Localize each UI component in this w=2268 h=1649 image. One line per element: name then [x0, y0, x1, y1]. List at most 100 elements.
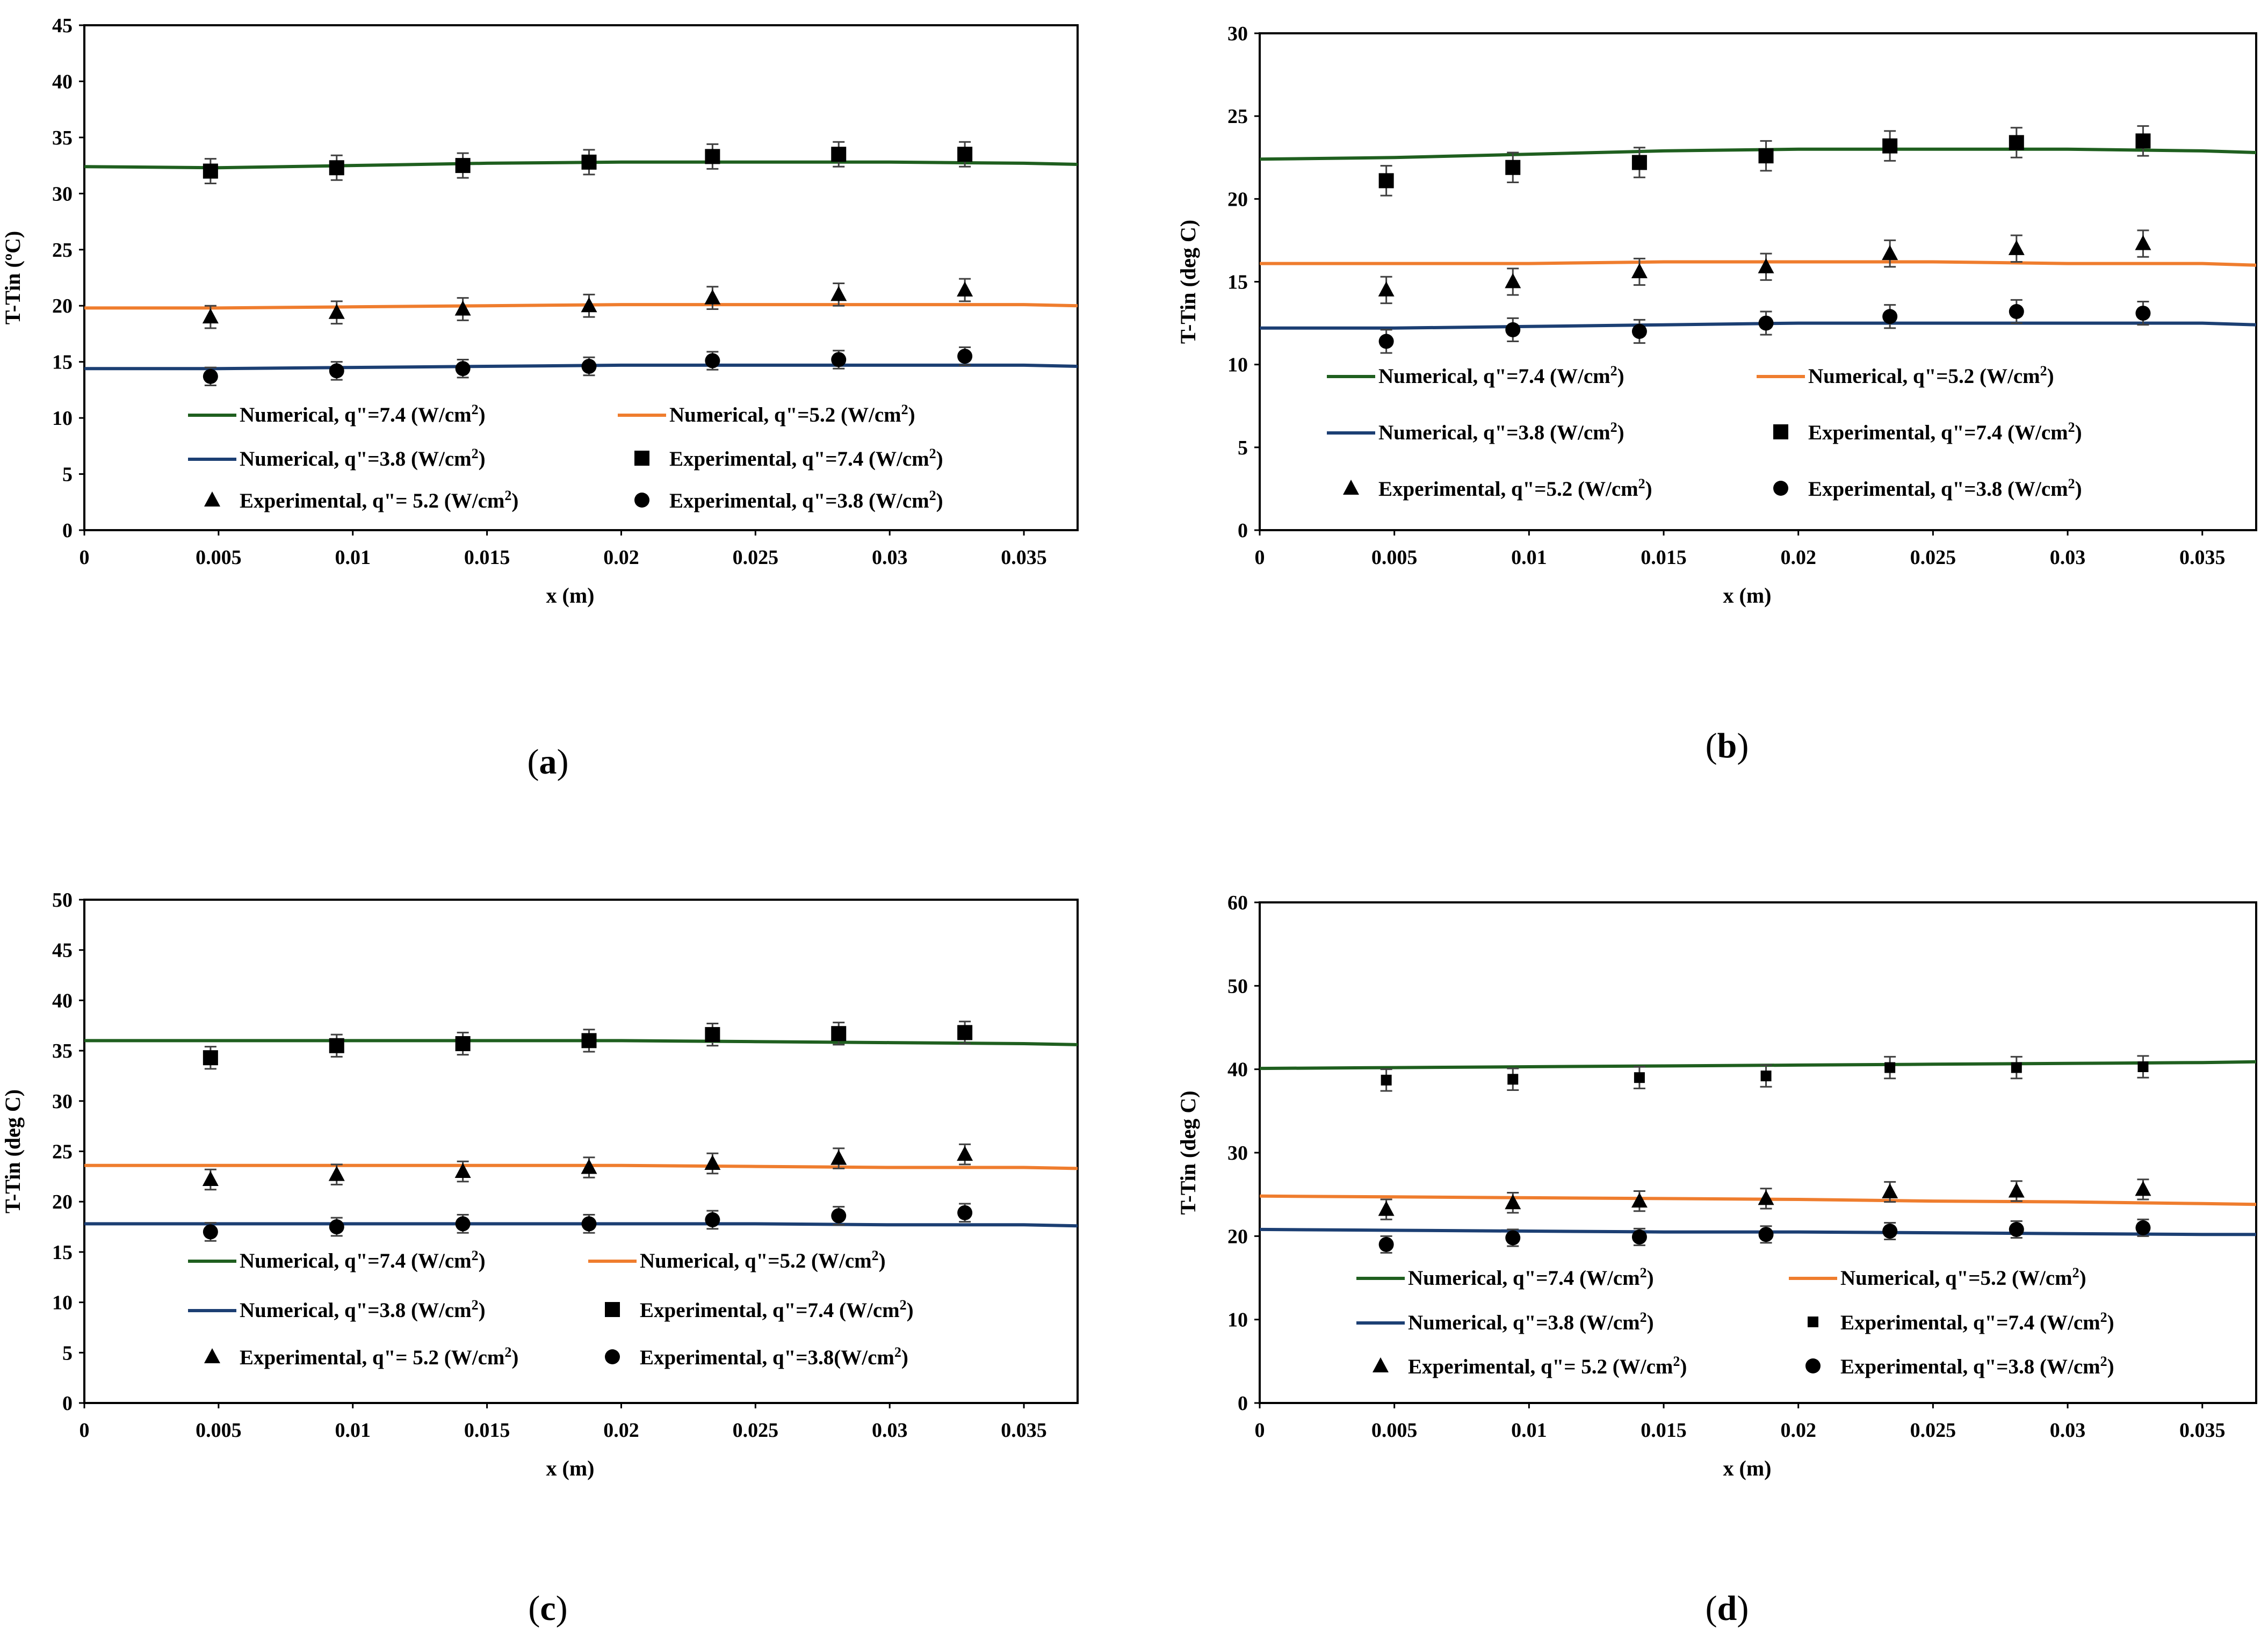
legend-label-main: Numerical, q"=3.8	[1408, 1311, 1579, 1334]
experimental-point-square-small	[1884, 1062, 1896, 1073]
legend-marker-swatch	[204, 1348, 220, 1363]
legend-label-main: Numerical, q"=7.4	[240, 403, 411, 426]
y-axis-title: T-Tin (deg C)	[1176, 1090, 1200, 1214]
legend-label-sup: 2	[1640, 1265, 1647, 1281]
x-tick-label: 0.025	[1910, 546, 1956, 569]
legend-entry: Numerical, q"=7.4 (W/cm2)	[188, 402, 486, 426]
x-tick-label: 0.01	[335, 546, 371, 569]
legend-label-sup: 2	[1610, 420, 1617, 435]
x-tick-label: 0.005	[1371, 1419, 1418, 1442]
panel-caption: (d)	[1706, 1589, 1749, 1628]
experimental-point-square	[1505, 160, 1521, 175]
experimental-point-circle	[1631, 1229, 1647, 1245]
legend-label-main: Numerical, q"=7.4	[1378, 365, 1550, 388]
legend-marker-swatch	[1773, 424, 1788, 439]
x-tick-label: 0.005	[196, 546, 242, 569]
y-tick-label: 40	[52, 70, 73, 93]
legend-entry: Numerical, q"=5.2 (W/cm2)	[588, 1248, 886, 1272]
x-tick-label: 0.025	[733, 1419, 779, 1442]
x-tick-label: 0	[1255, 546, 1265, 569]
experimental-point-square	[203, 163, 218, 179]
legend-label-unit: (W/cm	[1550, 421, 1610, 444]
x-tick-label: 0.01	[335, 1419, 371, 1442]
legend-label-close: )	[511, 1346, 518, 1369]
y-tick-label: 30	[1227, 23, 1248, 45]
x-tick-label: 0.03	[872, 1419, 908, 1442]
legend-marker-swatch	[605, 1302, 620, 1317]
legend-label: Numerical, q"=5.2 (W/cm2)	[669, 402, 915, 427]
legend-label-unit: (W/cm	[2040, 1355, 2100, 1378]
y-tick-label: 10	[52, 1292, 73, 1314]
legend-label-main: Experimental, q"=7.4	[640, 1299, 839, 1322]
legend-label-unit: (W/cm	[1579, 1267, 1640, 1290]
legend-label-main: Experimental, q"=7.4	[1840, 1311, 2040, 1334]
experimental-point-triangle	[1882, 245, 1898, 261]
experimental-point-square	[455, 1036, 471, 1051]
panel-caption-close: )	[1737, 726, 1749, 765]
x-tick-label: 0.03	[872, 546, 908, 569]
y-tick-label: 40	[1227, 1059, 1248, 1081]
x-tick-label: 0.015	[1641, 546, 1687, 569]
experimental-point-circle	[705, 1212, 720, 1227]
legend-label: Experimental, q"=3.8 (W/cm2)	[669, 488, 943, 513]
legend-label-unit: (W/cm	[2007, 478, 2068, 501]
legend-entry: Numerical, q"=3.8 (W/cm2)	[1327, 420, 1624, 444]
panel-caption: (c)	[528, 1589, 567, 1628]
panel-caption: (a)	[528, 742, 569, 782]
legend-label-main: Numerical, q"=3.8	[240, 1299, 411, 1322]
y-tick-label: 0	[1238, 1392, 1248, 1415]
legend-label-unit: (W/cm	[2012, 1267, 2072, 1290]
x-tick-label: 0.03	[2050, 546, 2086, 569]
experimental-point-triangle	[1758, 1190, 1774, 1205]
x-tick-label: 0.01	[1511, 1419, 1547, 1442]
experimental-point-square	[957, 1025, 973, 1040]
legend-label-close: )	[479, 1249, 486, 1272]
legend-label-sup: 2	[472, 402, 479, 417]
legend-marker-swatch	[1373, 1357, 1389, 1372]
legend-label-close: )	[2075, 421, 2082, 444]
experimental-point-square-small	[1760, 1071, 1772, 1082]
y-axis-title: T-Tin (ºC)	[1, 231, 25, 324]
legend-entry: Experimental, q"=7.4 (W/cm2)	[605, 1297, 914, 1322]
numerical-series-line-q38	[1260, 321, 2257, 330]
numerical-series-line-q52	[84, 303, 1078, 310]
experimental-point-square-small	[1381, 1074, 1392, 1086]
chart-panel-d: 0 10 20 30 40 50 60 0 0.005 0.01 0.015 0.02 0.025 0.0…	[1176, 892, 2257, 1628]
legend-label: Numerical, q"=7.4 (W/cm2)	[240, 1248, 486, 1273]
legend-label-close: )	[2047, 365, 2054, 388]
x-tick-label: 0.015	[1641, 1419, 1687, 1442]
legend-label-unit: (W/cm	[444, 489, 505, 512]
legend-label-main: Numerical, q"=3.8	[240, 447, 411, 471]
experimental-point-triangle	[704, 1154, 721, 1170]
experimental-point-triangle	[1631, 1192, 1648, 1208]
legend-label-main: Experimental, q"=3.8	[640, 1346, 834, 1369]
legend-label-main: Experimental, q"= 5.2	[240, 1346, 444, 1369]
legend-entry: Experimental, q"=7.4 (W/cm2)	[1808, 1310, 2114, 1334]
legend-label-close: )	[479, 447, 486, 471]
panel-caption: (b)	[1706, 726, 1749, 765]
legend-label-close: )	[879, 1249, 886, 1272]
experimental-point-circle	[1882, 1224, 1898, 1239]
legend-entry: Experimental, q"=3.8(W/cm2)	[605, 1344, 908, 1369]
legend-label: Numerical, q"=3.8 (W/cm2)	[240, 1297, 486, 1322]
experimental-point-circle	[581, 1216, 597, 1232]
experimental-point-square-small	[1507, 1074, 1519, 1085]
experimental-point-square	[2009, 135, 2024, 150]
legend-entry: Experimental, q"= 5.2 (W/cm2)	[204, 488, 518, 512]
legend-label-sup: 2	[901, 402, 908, 417]
legend-label-close: )	[2107, 1311, 2114, 1334]
numerical-series-line-q74	[1259, 1060, 2257, 1071]
experimental-point-triangle	[454, 300, 471, 316]
y-tick-label: 40	[52, 989, 73, 1012]
y-tick-label: 20	[1227, 1225, 1248, 1248]
y-tick-label: 30	[52, 1090, 73, 1113]
legend-label-close: )	[1680, 1355, 1687, 1378]
legend-label-main: Numerical, q"=5.2	[640, 1249, 811, 1272]
legend-label-main: Experimental, q"=7.4	[669, 447, 869, 471]
experimental-point-square	[705, 149, 720, 164]
legend-label-close: )	[1647, 1267, 1654, 1290]
x-tick-label: 0	[80, 1419, 90, 1442]
legend-label-sup: 2	[472, 1297, 479, 1313]
y-tick-label: 35	[52, 1040, 73, 1062]
experimental-point-square	[581, 154, 597, 170]
